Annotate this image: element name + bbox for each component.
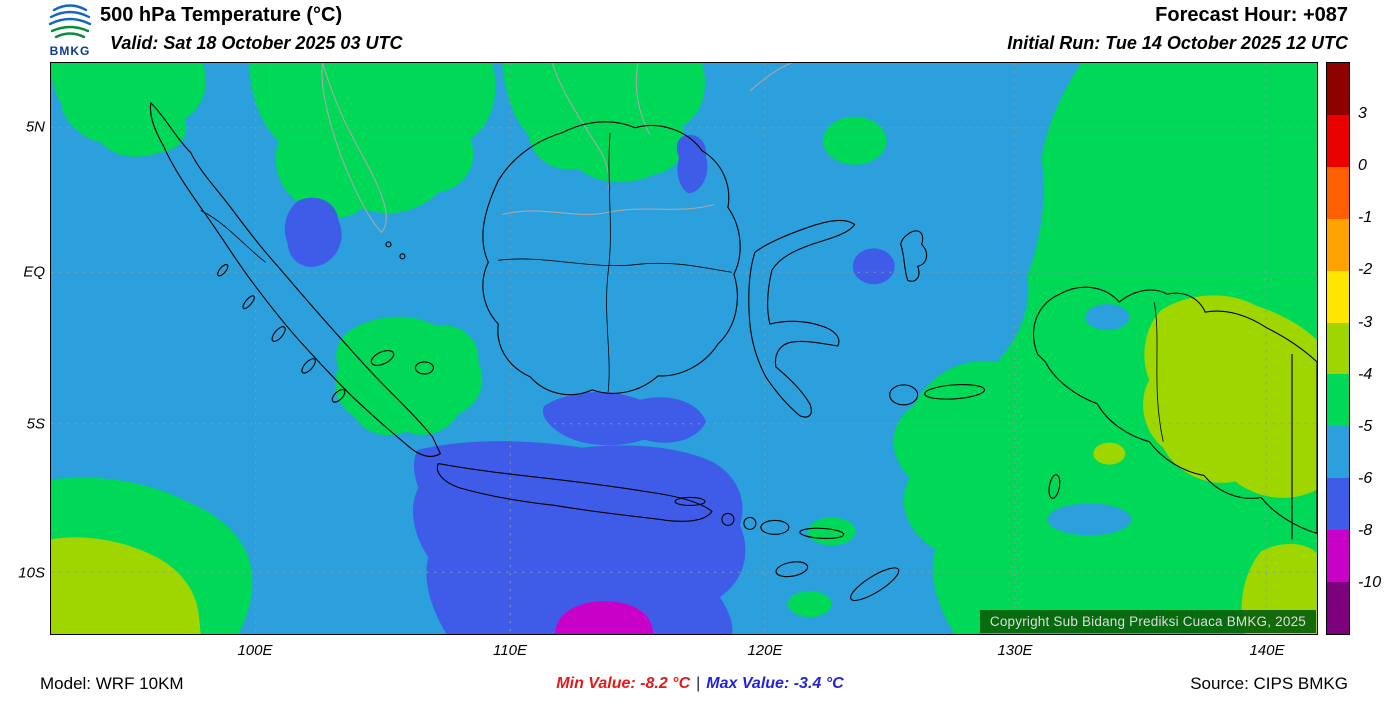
minmax-values: Min Value: -8.2 °C | Max Value: -3.4 °C [0, 675, 1400, 693]
island-timor-outline [850, 567, 900, 601]
island-halmahera-outline [900, 230, 928, 282]
bmkg-logo: BMKG [44, 2, 96, 58]
colorbar-segment [1327, 270, 1349, 323]
coastlines [149, 102, 1317, 601]
colorbar-label: -2 [1358, 261, 1373, 279]
x-axis-label-110e: 110E [493, 642, 527, 659]
temp-band-magenta [555, 601, 654, 634]
min-value-label: Min Value: -8.2 °C [556, 675, 691, 692]
colorbar-segment [1327, 322, 1349, 375]
valid-time-label: Valid: Sat 18 October 2025 03 UTC [110, 33, 403, 53]
country-borders-grey [321, 63, 793, 234]
temp-band-cold-blue [284, 134, 895, 634]
x-axis-label-120e: 120E [747, 642, 783, 659]
colorbar-segment [1327, 218, 1349, 271]
colorbar-label: -5 [1358, 417, 1373, 435]
island-borneo-outline [482, 121, 741, 396]
colorbar-segment [1327, 374, 1349, 427]
source-label: Source: CIPS BMKG [1190, 674, 1348, 693]
max-value-label: Max Value: -3.4 °C [706, 675, 844, 692]
colorbar-label: 0 [1358, 157, 1367, 175]
y-axis-label-10s: 10S [18, 564, 45, 582]
x-axis-label-100e: 100E [237, 642, 273, 659]
bmkg-logo-icon [48, 4, 92, 39]
y-axis-label-eq: EQ [23, 263, 45, 281]
copyright-notice: Copyright Sub Bidang Prediksi Cuaca BMKG… [979, 610, 1316, 633]
colorbar-label: -10 [1358, 573, 1382, 591]
colorbar-segment [1327, 166, 1349, 219]
bmkg-logo-text: BMKG [49, 44, 91, 58]
malay-peninsula-outline [321, 63, 387, 234]
colorbar-labels: 3 0 -1 -2 -3 -4 -5 -6 -8 -10 [1358, 62, 1400, 635]
gridlines [51, 63, 1317, 634]
colorbar-segment [1327, 582, 1349, 634]
map-area: Copyright Sub Bidang Prediksi Cuaca BMKG… [50, 62, 1318, 635]
x-axis-label-130e: 130E [997, 642, 1033, 659]
page-title: 500 hPa Temperature (°C) [100, 4, 343, 26]
sea-spots-in-green [967, 283, 1132, 536]
x-axis-label-140e: 140E [1249, 642, 1285, 659]
colorbar-label: 3 [1358, 105, 1367, 123]
colorbar-segment [1327, 530, 1349, 583]
island-sulawesi-outline [748, 219, 856, 418]
island-sumatra-outline [149, 102, 441, 457]
minmax-separator: | [696, 675, 701, 692]
colorbar-label: -1 [1358, 209, 1373, 227]
y-axis-label-5n: 5N [25, 118, 45, 136]
temp-band-yellow-green [51, 295, 1317, 634]
model-label: Model: WRF 10KM [40, 674, 184, 693]
colorbar-label: -4 [1358, 365, 1373, 383]
colorbar [1326, 62, 1350, 635]
colorbar-segment [1327, 426, 1349, 479]
colorbar-segment [1327, 478, 1349, 531]
borneo-malaysia-border [502, 203, 715, 216]
forecast-hour-label: Forecast Hour: +087 [1155, 4, 1348, 26]
colorbar-label: -3 [1358, 313, 1373, 331]
initial-run-label: Initial Run: Tue 14 October 2025 12 UTC [1007, 33, 1348, 53]
colorbar-segment [1327, 114, 1349, 167]
island-java-outline [436, 463, 713, 522]
colorbar-segment [1327, 63, 1349, 115]
y-axis-label-5s: 5S [26, 415, 45, 433]
temperature-map-svg [51, 63, 1317, 634]
island-papua-outline [1033, 286, 1317, 534]
colorbar-label: -6 [1358, 469, 1373, 487]
colorbar-label: -8 [1358, 521, 1373, 539]
